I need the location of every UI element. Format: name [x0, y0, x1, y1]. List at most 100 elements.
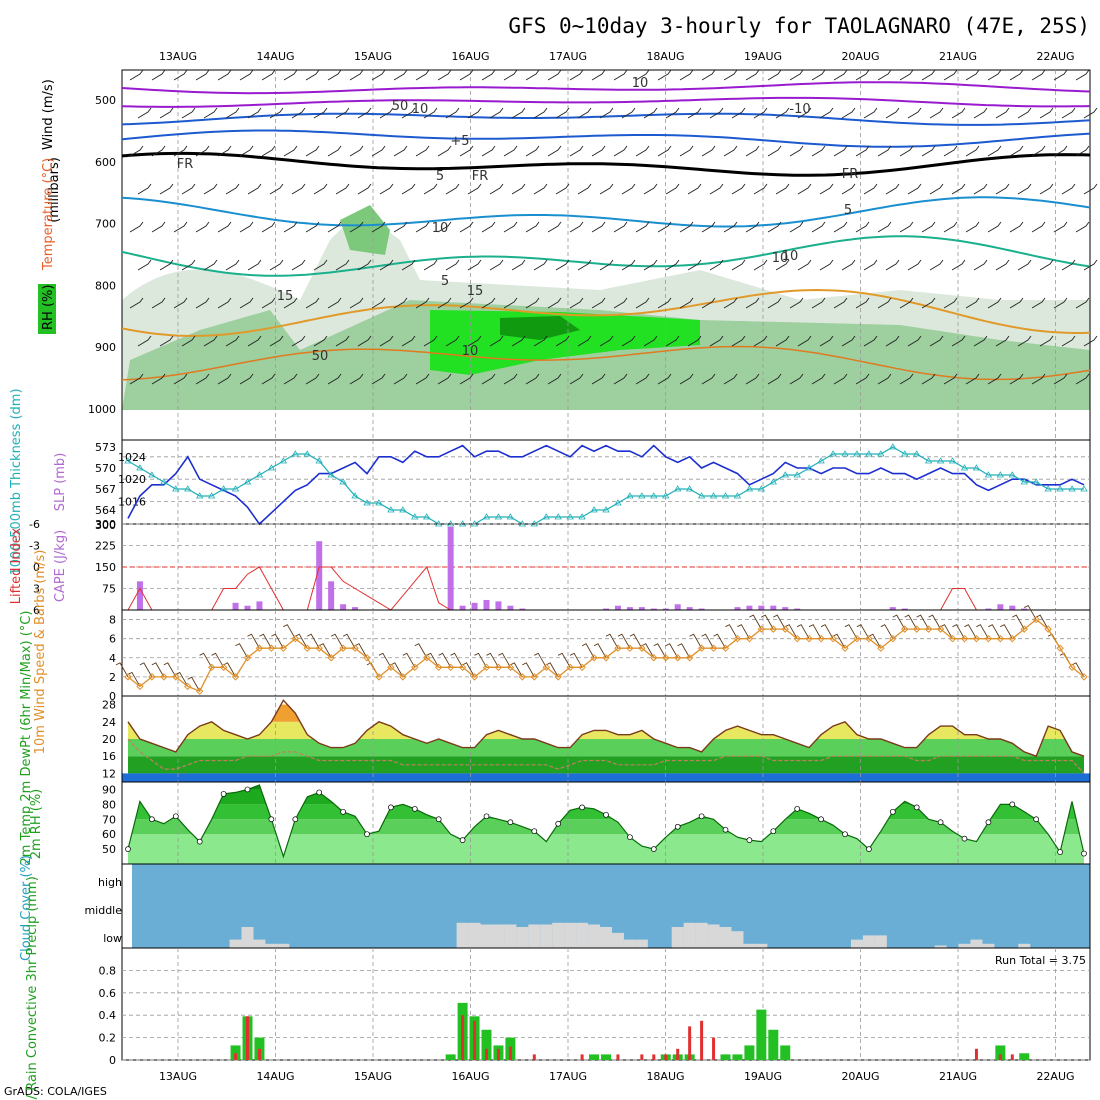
- wind-barb: [1039, 259, 1054, 271]
- wind-barb: [995, 183, 1010, 195]
- rh-point: [627, 834, 633, 841]
- wind-barb-10m: [223, 662, 236, 678]
- wind-point: [936, 625, 945, 633]
- wind-barb-10m: [426, 652, 440, 668]
- wind-point: [243, 654, 252, 662]
- wind-point: [184, 682, 192, 691]
- thickness-point: [697, 492, 706, 499]
- wind-barb: [921, 69, 936, 81]
- thickness-point: [351, 492, 359, 499]
- temp-band: [128, 756, 1084, 774]
- date-label-top: 18AUG: [646, 50, 684, 63]
- wind-point: [614, 644, 622, 652]
- wind-barb-10m: [964, 624, 977, 639]
- wind-barb: [819, 107, 834, 119]
- wind-barb-10m: [796, 624, 810, 639]
- thickness-point: [889, 443, 897, 450]
- precip-tick: 0.4: [99, 1009, 117, 1022]
- precip-convective-bar: [580, 1054, 584, 1060]
- wind-point: [662, 654, 670, 662]
- wind-barb: [569, 373, 584, 385]
- contour-label: 10: [412, 102, 429, 117]
- wind-barb: [547, 297, 562, 309]
- wind-barb: [371, 373, 386, 385]
- wind-barb: [885, 259, 900, 271]
- date-label-bottom: 16AUG: [451, 1070, 489, 1083]
- wind-barb: [555, 183, 570, 195]
- wind-barb: [313, 183, 328, 195]
- rh-point: [268, 816, 275, 823]
- thickness-point: [327, 471, 335, 478]
- wind-barb: [775, 259, 790, 271]
- thickness-point: [709, 492, 718, 499]
- wind-barb: [327, 145, 342, 157]
- wind-point: [530, 673, 539, 681]
- wind-barb: [951, 259, 966, 271]
- wind-point: [996, 634, 1005, 643]
- lifted-index-cape-panel: -6 -3 0 3 6 300 225 150 75 Lifted Index CAPE (J/kg…: [9, 518, 1091, 617]
- wind-barb: [943, 373, 958, 385]
- rh-tick: 80: [102, 798, 116, 811]
- wind-barb: [173, 373, 188, 385]
- thickness-point: [1056, 485, 1064, 492]
- wind-barb: [613, 69, 628, 81]
- rh-point: [961, 835, 968, 842]
- thickness-point: [853, 450, 861, 457]
- thickness-point: [948, 457, 957, 464]
- wind-barb-10m: [856, 624, 870, 639]
- wind-barb: [943, 221, 958, 233]
- wind-barb: [657, 69, 672, 81]
- wind-barb: [767, 145, 782, 157]
- cape-bar: [256, 601, 263, 610]
- wind-barb: [269, 335, 284, 347]
- thickness-point: [1044, 485, 1052, 492]
- low-cloud-bar: [982, 943, 995, 948]
- wind-barb: [283, 373, 298, 385]
- thickness-point: [841, 450, 849, 457]
- wind-point: [877, 644, 885, 652]
- precip-convective-bar: [234, 1053, 238, 1060]
- wind-barb: [701, 297, 716, 309]
- rh-point: [196, 838, 203, 845]
- wind-barb-10m: [773, 614, 786, 630]
- wind-barb: [371, 145, 386, 157]
- wind-barb-10m: [438, 652, 452, 668]
- wind-point: [1056, 644, 1064, 652]
- wind-point: [554, 673, 562, 681]
- thickness-point: [912, 450, 921, 457]
- isotherm: [121, 151, 1091, 177]
- wind-barb: [489, 259, 504, 271]
- thickness-point: [960, 464, 969, 471]
- wind-barb: [643, 259, 658, 271]
- rh-band: [128, 785, 1084, 790]
- wind-barb-10m: [235, 643, 248, 659]
- wind-barb: [437, 221, 452, 233]
- wind-barb: [225, 183, 240, 195]
- legend-temp: Temperature (°C): [41, 158, 56, 271]
- wind-barb: [753, 259, 768, 271]
- wind-point: [231, 673, 240, 681]
- wind-barb: [863, 259, 878, 271]
- contour-label: 10: [782, 249, 799, 264]
- wind-barb-10m: [557, 652, 571, 668]
- rh-point: [244, 786, 251, 793]
- wind-point: [482, 663, 491, 672]
- wind-barb: [1083, 107, 1098, 119]
- wind-barb: [599, 259, 614, 271]
- wind-barb: [283, 221, 298, 233]
- wind-barb: [731, 335, 746, 347]
- slp-tick: 1020: [118, 473, 146, 486]
- wind-barb: [159, 259, 174, 271]
- wind-barb: [679, 297, 694, 309]
- wind-barb: [247, 183, 262, 195]
- wind-barb: [269, 183, 284, 195]
- thickness-point: [399, 506, 407, 513]
- rh-legend-swatch: [38, 284, 56, 334]
- thickness-point: [972, 464, 981, 471]
- wind-barb: [863, 183, 878, 195]
- wind-barb: [657, 373, 672, 385]
- low-cloud-bar: [229, 939, 242, 948]
- rh-tick: 60: [102, 828, 116, 841]
- wind-point: [160, 673, 168, 681]
- wind-barb: [415, 221, 430, 233]
